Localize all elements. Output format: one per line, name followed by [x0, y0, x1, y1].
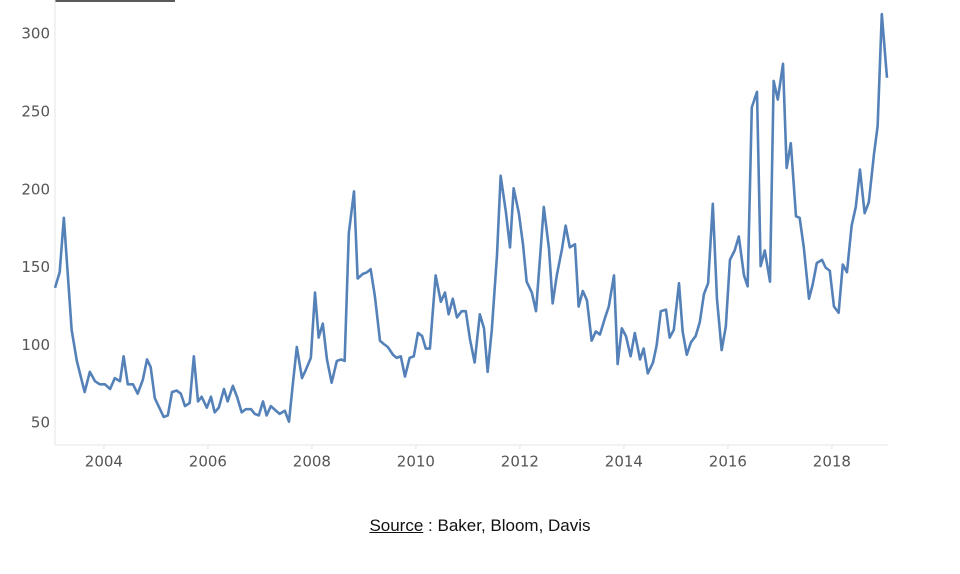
- y-tick-label: 250: [21, 103, 50, 121]
- x-tick-label: 2008: [293, 453, 331, 471]
- x-tick-label: 2012: [501, 453, 539, 471]
- source-label: Source: [369, 516, 424, 535]
- x-tick-label: 2018: [813, 453, 851, 471]
- x-tick-label: 2014: [605, 453, 643, 471]
- y-tick-label: 50: [31, 414, 50, 432]
- y-tick-label: 150: [21, 258, 50, 276]
- y-tick-label: 300: [21, 25, 50, 43]
- y-tick-label: 100: [21, 336, 50, 354]
- chart: 50 100 150 200 250 300 2004 2006 2008 2010 2012 201…: [21, 0, 889, 471]
- y-tick-label: 200: [21, 180, 50, 198]
- series-line: [53, 12, 889, 423]
- source-note: Source : Baker, Bloom, Davis: [0, 516, 960, 536]
- x-tick-label: 2010: [397, 453, 435, 471]
- x-tick-label: 2004: [85, 453, 123, 471]
- x-tick-label: 2016: [709, 453, 747, 471]
- source-text: : Baker, Bloom, Davis: [423, 516, 591, 535]
- x-tick-label: 2006: [189, 453, 227, 471]
